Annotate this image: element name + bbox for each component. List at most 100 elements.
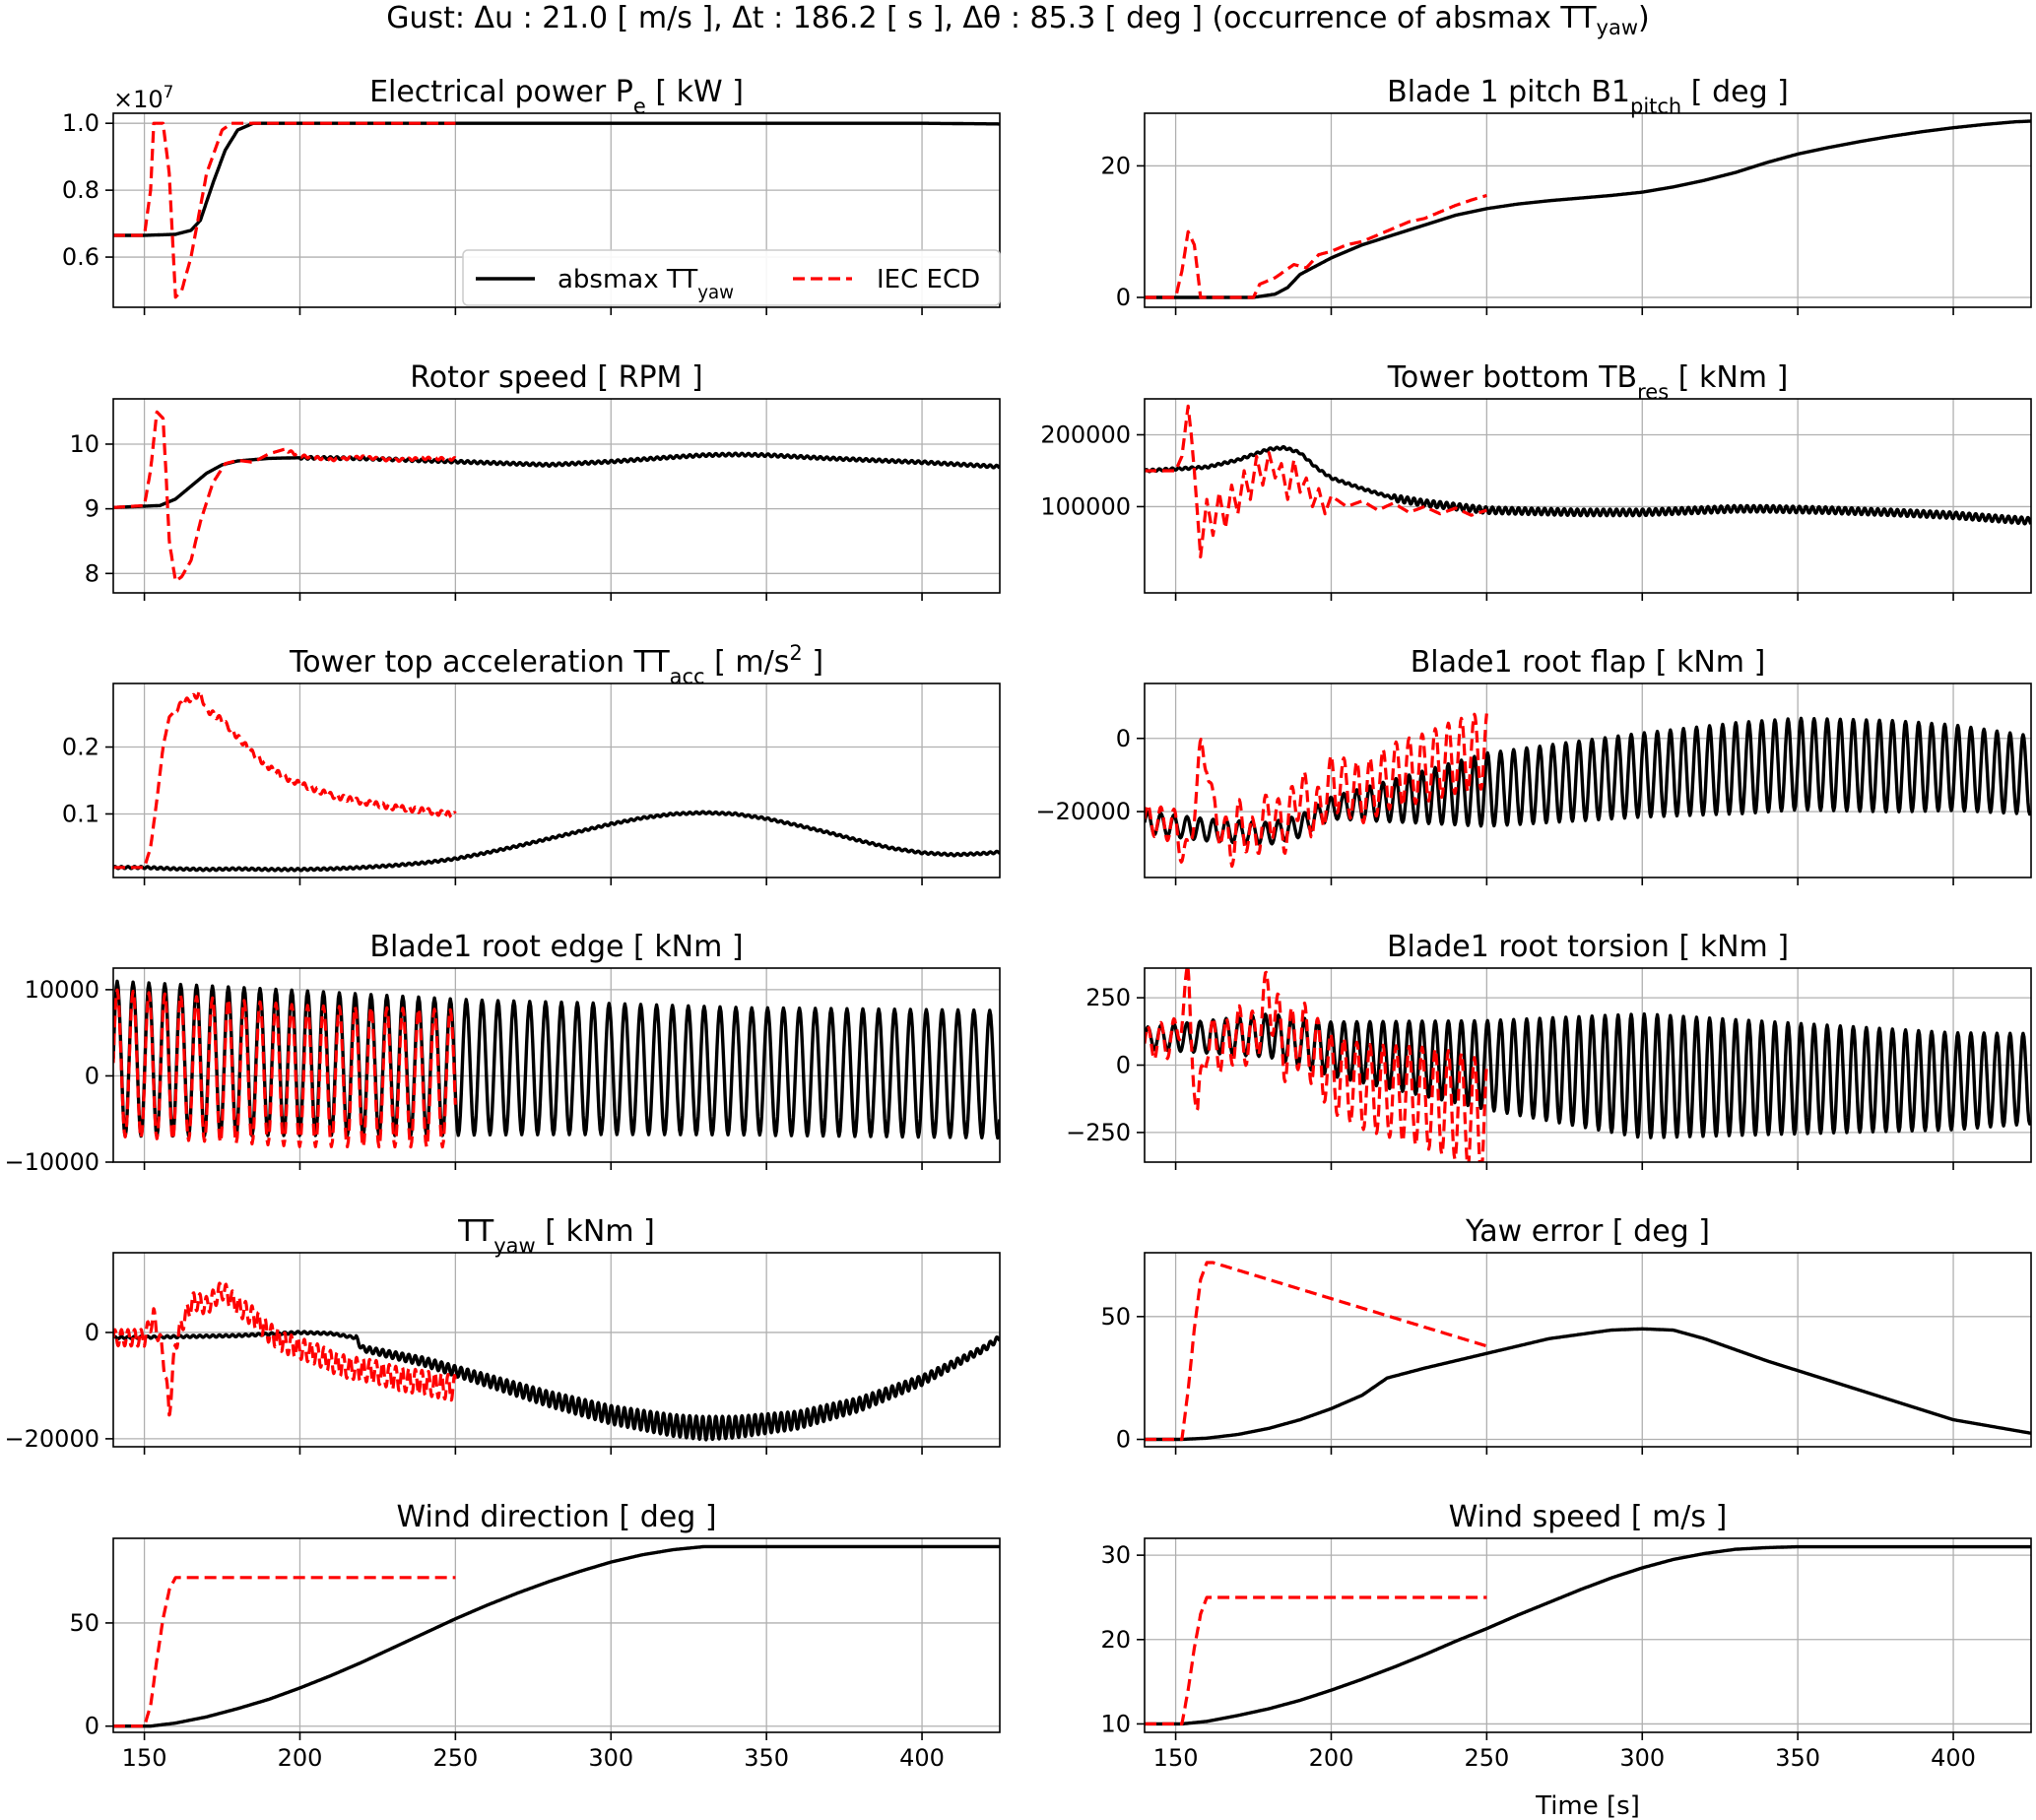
series-line-iec-ecd xyxy=(113,988,457,1149)
subplot-title: Blade1 root flap [ kNm ] xyxy=(1411,645,1766,680)
subplot-7: −250 0 250 Blade1 root torsion [ kNm ] xyxy=(1066,930,2032,1170)
axes-frame xyxy=(1144,1537,2032,1733)
x-tick-label: 300 xyxy=(588,1744,633,1772)
series-line-absmax xyxy=(113,810,1000,873)
subplot-8: −20000 0 TTyaw​ [ kNm ] xyxy=(5,1214,1001,1455)
x-tick-label: 400 xyxy=(1931,1744,1976,1772)
y-tick-label: 0 xyxy=(1116,725,1131,752)
y-tick-label: 20 xyxy=(1100,152,1131,179)
series-line-iec-ecd xyxy=(1145,1595,1488,1726)
series-line-absmax xyxy=(1145,119,2031,299)
y-tick-label: 0 xyxy=(85,1062,99,1089)
y-tick-label: 20 xyxy=(1100,1626,1131,1654)
series-line-iec-ecd xyxy=(1145,404,1488,559)
legend-label-absmax: absmax TTyaw​ xyxy=(558,265,734,303)
series-line-iec-ecd xyxy=(1145,968,1488,1162)
axes-frame xyxy=(112,967,1001,1163)
series-line-iec-ecd xyxy=(113,121,457,299)
y-tick-label: 200000 xyxy=(1040,421,1131,448)
axes-frame xyxy=(112,1252,1001,1448)
x-tick-label: 150 xyxy=(122,1744,167,1772)
subplot-title: Rotor speed [ RPM ] xyxy=(410,360,702,395)
subplot-title: Yaw error [ deg ] xyxy=(1465,1214,1710,1249)
legend: absmax TTyaw​ IEC ECD xyxy=(462,249,1001,306)
subplot-title: Blade1 root edge [ kNm ] xyxy=(369,930,743,964)
x-tick-label: 250 xyxy=(1464,1744,1509,1772)
series-line-iec-ecd xyxy=(1145,712,1488,869)
y-tick-label: 100000 xyxy=(1040,492,1131,520)
x-tick-label: 300 xyxy=(1619,1744,1665,1772)
axes-frame xyxy=(112,1537,1001,1733)
axes-frame xyxy=(1144,682,2032,878)
y-tick-label: 0 xyxy=(1116,1052,1131,1079)
y-tick-label: 0.6 xyxy=(62,243,99,271)
subplot-5: −20000 0 Blade1 root flap [ kNm ] xyxy=(1036,645,2032,885)
subplot-3: 100000 200000 Tower bottom TBres​ [ kNm ] xyxy=(1040,360,2032,601)
series-line-iec-ecd xyxy=(113,410,457,583)
series-line-absmax xyxy=(1145,444,2031,526)
y-tick-label: −250 xyxy=(1066,1119,1131,1146)
y-tick-label: 10 xyxy=(1100,1710,1131,1737)
y-offset-label: ×107 xyxy=(113,82,173,113)
x-tick-label: 250 xyxy=(432,1744,478,1772)
subplot-title: Blade 1 pitch B1pitch​ [ deg ] xyxy=(1387,75,1789,118)
subplot-title: Tower top acceleration TTacc​ [ m/s2​ ] xyxy=(289,641,823,688)
series-line-iec-ecd xyxy=(113,1281,457,1417)
y-tick-label: 250 xyxy=(1085,984,1131,1011)
subplot-4: 0.1 0.2 Tower top acceleration TTacc​ [ m/… xyxy=(62,641,1001,885)
subplot-title: Wind direction [ deg ] xyxy=(396,1500,716,1534)
subplot-10: 150 200 250 300 350 400 0 50 Wind direction [ de… xyxy=(69,1500,1001,1772)
y-tick-label: −10000 xyxy=(5,1148,99,1176)
y-tick-label: 30 xyxy=(1100,1541,1131,1569)
subplot-1: 0 20 Blade 1 pitch B1pitch​ [ deg ] xyxy=(1100,75,2032,315)
subplot-9: 0 50 Yaw error [ deg ] xyxy=(1100,1214,2032,1455)
subplot-title: Blade1 root torsion [ kNm ] xyxy=(1387,930,1789,964)
subplot-title: Wind speed [ m/s ] xyxy=(1449,1500,1728,1534)
x-tick-label: 350 xyxy=(744,1744,789,1772)
y-tick-label: 10000 xyxy=(25,976,99,1004)
subplot-title: Electrical power Pe​ [ kW ] xyxy=(369,75,744,118)
axes-frame xyxy=(112,112,1001,308)
y-tick-label: 50 xyxy=(69,1609,99,1637)
y-tick-label: −20000 xyxy=(5,1425,99,1453)
y-tick-label: 0 xyxy=(85,1713,99,1740)
y-tick-label: 0 xyxy=(1116,1426,1131,1454)
series-line-absmax xyxy=(1145,1327,2031,1442)
y-tick-label: 9 xyxy=(85,495,99,523)
subplot-title: Tower bottom TBres​ [ kNm ] xyxy=(1387,360,1789,404)
series-line-absmax xyxy=(1145,1011,2031,1139)
series-line-absmax xyxy=(1145,716,2031,846)
subplot-2: 8 9 10 Rotor speed [ RPM ] xyxy=(69,360,1001,601)
subplot-11: 150 200 250 300 350 400 10 20 30 Wind speed [ m/s… xyxy=(1100,1500,2032,1772)
x-tick-label: 200 xyxy=(1309,1744,1354,1772)
y-tick-label: 50 xyxy=(1100,1303,1131,1331)
axes-frame xyxy=(1144,398,2032,594)
axes-frame xyxy=(1144,1252,2032,1448)
series-line-absmax xyxy=(113,1330,1000,1442)
y-tick-label: 0 xyxy=(85,1319,99,1346)
y-tick-label: 0.8 xyxy=(62,176,99,204)
y-tick-label: 0.2 xyxy=(62,734,99,761)
series-line-iec-ecd xyxy=(113,1576,457,1728)
series-line-iec-ecd xyxy=(113,689,457,870)
y-tick-label: 0 xyxy=(1116,284,1131,311)
subplot-6: −10000 0 10000 Blade1 root edge [ kNm ] xyxy=(5,930,1001,1176)
series-line-iec-ecd xyxy=(1145,1261,1488,1442)
series-line-iec-ecd xyxy=(1145,193,1488,299)
x-tick-label: 200 xyxy=(278,1744,323,1772)
y-tick-label: 10 xyxy=(69,430,99,458)
y-tick-label: 0.1 xyxy=(62,800,99,827)
axes-frame xyxy=(112,398,1001,594)
series-line-absmax xyxy=(1145,1544,2031,1726)
y-tick-label: 1.0 xyxy=(62,109,99,137)
legend-label-iec: IEC ECD xyxy=(877,265,980,294)
axes-frame xyxy=(112,682,1001,878)
x-axis-label: Time [s] xyxy=(1535,1791,1640,1820)
subplot-title: TTyaw​ [ kNm ] xyxy=(457,1214,655,1258)
axes-frame xyxy=(1144,112,2032,308)
x-tick-label: 350 xyxy=(1775,1744,1820,1772)
y-tick-label: 8 xyxy=(85,559,99,587)
legend-box xyxy=(462,249,1001,306)
x-tick-label: 400 xyxy=(899,1744,945,1772)
